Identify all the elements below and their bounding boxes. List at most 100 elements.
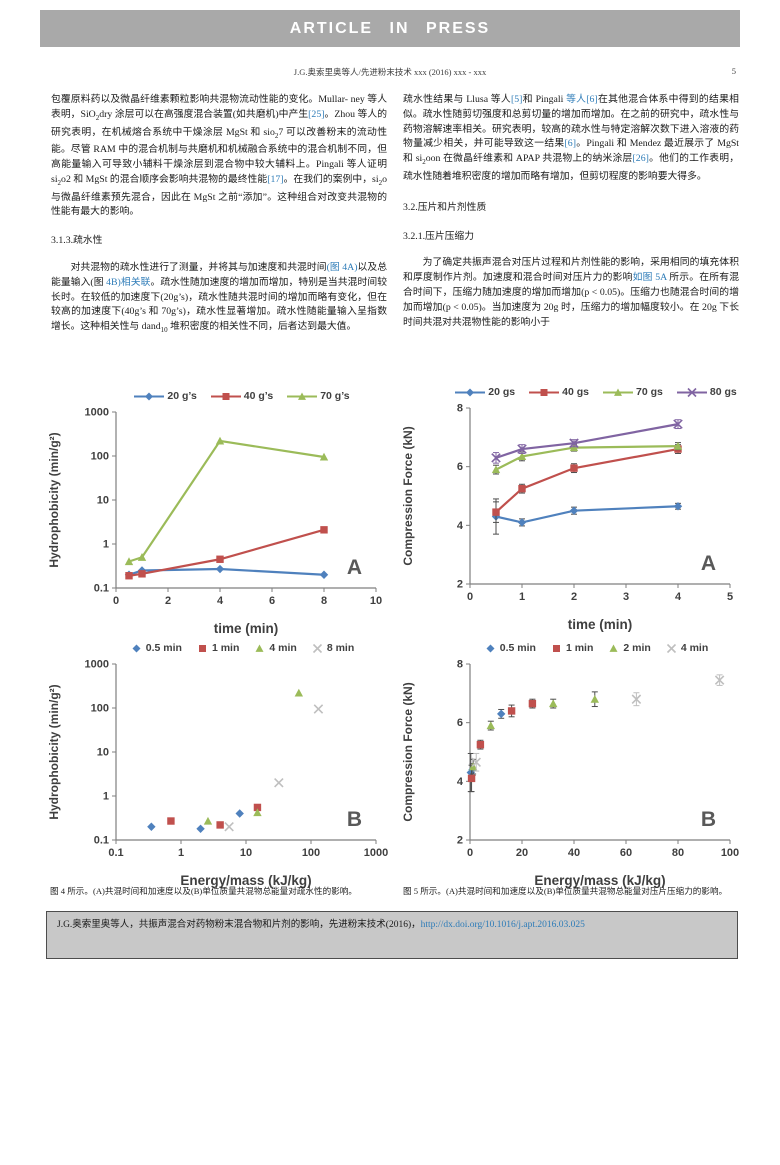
svg-text:1: 1: [103, 539, 109, 551]
citation-link[interactable]: 4B): [106, 276, 121, 288]
text-run: 。Pingali 和 Mendez 最近展示了 MgSt 和 si: [403, 138, 740, 165]
text-run: oon 在微晶纤维素和 APAP 共混物上的纳米涂层: [425, 153, 633, 165]
legend-label: 4 min: [269, 642, 297, 654]
svg-text:8: 8: [457, 403, 463, 415]
svg-text:20: 20: [516, 847, 528, 859]
section-heading: 3.2.压片和片剂性质: [403, 201, 487, 213]
legend-label: 40 g’s: [243, 390, 274, 402]
svg-text:2: 2: [571, 591, 577, 603]
paragraph: 包覆原料药以及微晶纤维素颗粒影响共混物流动性能的变化。Mullar- ney 等…: [51, 93, 387, 220]
svg-text:Compression Force (kN): Compression Force (kN): [401, 682, 415, 821]
article-in-press-banner: ARTICLE IN PRESS: [40, 10, 740, 47]
svg-text:2: 2: [165, 595, 171, 607]
citation-link[interactable]: [26]: [632, 153, 649, 165]
svg-text:Compression Force (kN): Compression Force (kN): [401, 426, 415, 565]
legend-item: 0.5 min: [130, 642, 182, 655]
legend-label: 70 gs: [636, 386, 663, 398]
text-run: 疏水性结果与 Llusa 等人: [403, 94, 511, 105]
svg-text:10: 10: [240, 847, 252, 859]
text-run: 。Zhou 等人的研究表明，在机械熔合系统中干燥涂层 MgSt 和 sio: [51, 108, 387, 138]
section-heading: 3.1.3.疏水性: [51, 235, 103, 247]
legend-label: 1 min: [211, 642, 240, 654]
svg-text:1: 1: [519, 591, 525, 603]
svg-text:100: 100: [721, 847, 739, 859]
citation-link[interactable]: 等人[6]: [566, 94, 598, 105]
legend-label: 20 g’s: [167, 390, 197, 402]
svg-text:60: 60: [620, 847, 632, 859]
legend-item: 70 g’s: [287, 390, 350, 403]
text-run: 7 可以改善粉末的流动性能。尽管 RAM 中的混合机制与共磨机和机械融合系统中的…: [51, 126, 387, 185]
svg-text:time (min): time (min): [568, 617, 633, 632]
fig5b-chart: 0 20 40 60 80 100 2 4 6 8 Energy/mass (kJ/kg) Compr…: [401, 659, 739, 889]
svg-text:B: B: [701, 808, 716, 831]
fig4a-chart: 0 2 4 6 8 10 0.1 1 10 100 1000 time (min) Hydrophobi…: [47, 407, 382, 637]
figure-4b: 0.5 min 1 min 4 min 8 min 0.1 1 10 100 1000 0.1 1…: [44, 640, 392, 897]
text-run: 。他们的工作表明，疏水性随着堆积密度的增加而略有增加，但剪切程度的影响要大得多。: [403, 153, 740, 182]
svg-text:100: 100: [302, 847, 320, 859]
banner-text: ARTICLE IN PRESS: [289, 19, 491, 37]
paragraph: 对共混物的疏水性进行了测量，并将其与加速度和共混时间(图 4A)以及总能量输入(…: [51, 261, 387, 338]
legend-square-icon: [210, 392, 241, 400]
citation-link[interactable]: 如图 5A: [632, 272, 667, 284]
svg-text:Energy/mass (kJ/kg): Energy/mass (kJ/kg): [534, 873, 665, 888]
svg-text:B: B: [347, 808, 362, 831]
text-run: o2 和 MgSt 的混合顺序会影响共混物的最终性能: [61, 173, 268, 185]
svg-text:100: 100: [91, 703, 109, 715]
svg-text:1: 1: [178, 847, 184, 859]
svg-text:time (min): time (min): [214, 621, 279, 636]
svg-text:2: 2: [457, 579, 463, 591]
svg-text:10: 10: [97, 747, 109, 759]
svg-text:4: 4: [457, 776, 464, 788]
citation-link[interactable]: http://dx.doi.org/10.1016/j.apt.2016.03.…: [420, 920, 585, 930]
svg-text:0: 0: [113, 595, 119, 607]
citation-link[interactable]: [25]: [308, 108, 325, 120]
paragraph: 为了确定共振声混合对压片过程和片剂性能的影响，采用相同的填充体积和厚度制作片剂。…: [403, 256, 739, 330]
svg-text:1000: 1000: [85, 407, 109, 419]
svg-text:Hydrophobicity (min/g²): Hydrophobicity (min/g²): [47, 684, 61, 819]
fig5a-legend: 20 gs 40 gs 70 gs 80 gs: [398, 384, 746, 400]
text-run: 对共混物的疏水性进行了测量，并将其与加速度和共混时间: [70, 262, 327, 274]
subscript-text: 2: [57, 178, 62, 187]
footer-citation: J.G.奥索里奥等人，共振声混合对药物粉末混合物和片剂的影响，先进粉末技术(20…: [57, 920, 585, 930]
svg-text:6: 6: [269, 595, 275, 607]
citation-link[interactable]: [6]: [564, 138, 576, 150]
citation-link[interactable]: [5]: [511, 94, 523, 105]
svg-text:8: 8: [321, 595, 327, 607]
svg-text:A: A: [701, 552, 716, 575]
text-run: 和 Pingali: [522, 94, 567, 105]
legend-label: 80 gs: [709, 386, 737, 398]
svg-text:Energy/mass (kJ/kg): Energy/mass (kJ/kg): [180, 873, 311, 888]
subscript-text: 2: [274, 131, 279, 140]
legend-label: 40 gs: [562, 386, 589, 398]
legend-item: 1 min: [550, 642, 593, 655]
text-run: 。疏水性随加速度的增加而增加，特别是当共混时间较长时。在较低的加速度下(20g’…: [51, 276, 387, 333]
legend-item: 8 min: [311, 642, 354, 655]
svg-text:0.1: 0.1: [108, 847, 123, 859]
figure-5a: 20 gs 40 gs 70 gs 80 gs 0 1 2 3 4 5 2 4 6 8 time (min…: [398, 384, 746, 641]
legend-label: 2 min: [623, 642, 651, 654]
legend-square-icon: [552, 644, 560, 652]
svg-text:4: 4: [675, 591, 682, 603]
citation-link[interactable]: [17]: [267, 173, 284, 185]
left-column: 包覆原料药以及微晶纤维素颗粒影响共混物流动性能的变化。Mullar- ney 等…: [51, 93, 387, 348]
subscript-text: 2: [378, 178, 383, 187]
figure-5b: 0.5 min 1 min 2 min 4 min 0 20 40 60 80 100 2 4 6 8 E…: [398, 640, 746, 897]
legend-label: 70 g’s: [320, 390, 350, 402]
svg-text:1000: 1000: [85, 659, 109, 671]
legend-item: 70 gs: [603, 386, 663, 399]
text-run: o 与微晶纤维素预先混合，因此在 MgSt 之前“添加”。这种组合对改变共混物的…: [51, 173, 387, 218]
text-run: 为了确定共振声混合对压片过程和片剂性能的影响，采用相同的填充体积和厚度制作片剂。…: [403, 257, 739, 284]
legend-label: 0.5 min: [145, 642, 182, 654]
legend-item: 40 gs: [529, 386, 589, 399]
text-run: 以及总能量输入(图: [51, 262, 388, 288]
svg-text:80: 80: [672, 847, 684, 859]
citation-link[interactable]: (图 4A): [326, 262, 358, 274]
svg-text:0.1: 0.1: [94, 583, 109, 595]
citation-link[interactable]: 相关联: [120, 276, 151, 288]
page-number: 5: [731, 66, 736, 76]
legend-square-icon: [198, 644, 206, 652]
text-run: J.G.奥索里奥等人，共振声混合对药物粉末混合物和片剂的影响，先进粉末技术(20…: [57, 920, 421, 930]
svg-text:40: 40: [568, 847, 580, 859]
svg-text:1000: 1000: [364, 847, 388, 859]
legend-x-icon: [676, 387, 707, 397]
